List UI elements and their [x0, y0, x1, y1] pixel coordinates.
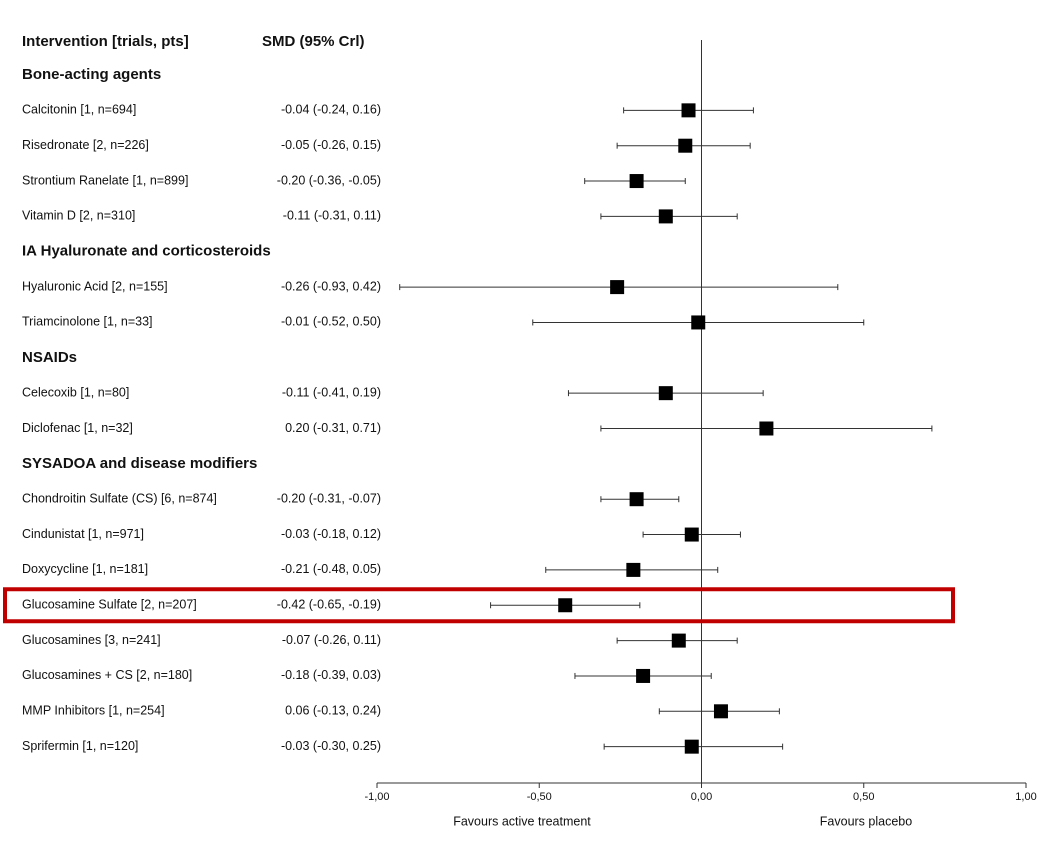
point-estimate	[684, 739, 699, 754]
value-label: -0.26 (-0.93, 0.42)	[281, 279, 381, 293]
point-estimate	[681, 103, 696, 118]
row-label: Hyaluronic Acid [2, n=155]	[22, 279, 168, 293]
point-estimate	[610, 280, 625, 295]
row-label: Celecoxib [1, n=80]	[22, 385, 129, 399]
row-label: Strontium Ranelate [1, n=899]	[22, 173, 188, 187]
row-label: Glucosamine Sulfate [2, n=207]	[22, 598, 197, 612]
x-label-left: Favours active treatment	[453, 814, 591, 828]
value-label: -0.03 (-0.30, 0.25)	[281, 739, 381, 753]
point-estimate	[713, 704, 728, 719]
row-label: Chondroitin Sulfate (CS) [6, n=874]	[22, 491, 217, 505]
row-label: Glucosamines [3, n=241]	[22, 633, 161, 647]
value-label: -0.42 (-0.65, -0.19)	[277, 598, 381, 612]
row-label: MMP Inhibitors [1, n=254]	[22, 704, 165, 718]
row-label: Calcitonin [1, n=694]	[22, 103, 136, 117]
point-estimate	[658, 386, 673, 401]
point-estimate	[759, 421, 774, 436]
group-header: NSAIDs	[22, 349, 77, 366]
row-label: Sprifermin [1, n=120]	[22, 739, 138, 753]
highlight-box	[3, 587, 955, 624]
row-label: Risedronate [2, n=226]	[22, 138, 149, 152]
point-estimate	[629, 492, 644, 507]
value-label: -0.01 (-0.52, 0.50)	[281, 315, 381, 329]
point-estimate	[671, 633, 686, 648]
value-label: -0.05 (-0.26, 0.15)	[281, 138, 381, 152]
x-tick-label: 0,50	[853, 791, 874, 803]
x-label-right: Favours placebo	[820, 814, 912, 828]
value-label: -0.11 (-0.31, 0.11)	[283, 209, 381, 223]
group-header: SYSADOA and disease modifiers	[22, 455, 257, 472]
value-label: -0.03 (-0.18, 0.12)	[281, 527, 381, 541]
row-label: Cindunistat [1, n=971]	[22, 527, 144, 541]
point-estimate	[636, 668, 651, 683]
point-estimate	[629, 174, 644, 189]
row-label: Triamcinolone [1, n=33]	[22, 315, 153, 329]
x-tick-label: 1,00	[1015, 791, 1036, 803]
point-estimate	[626, 562, 641, 577]
group-header: IA Hyaluronate and corticosteroids	[22, 243, 271, 260]
value-label: 0.06 (-0.13, 0.24)	[285, 704, 381, 718]
column-header: SMD (95% Crl)	[262, 33, 365, 50]
row-label: Glucosamines + CS [2, n=180]	[22, 668, 192, 682]
value-label: 0.20 (-0.31, 0.71)	[285, 421, 381, 435]
x-tick-label: -1,00	[364, 791, 389, 803]
value-label: -0.11 (-0.41, 0.19)	[282, 385, 381, 399]
group-header: Bone-acting agents	[22, 66, 161, 83]
point-estimate	[678, 138, 693, 153]
point-estimate	[691, 315, 706, 330]
row-label: Vitamin D [2, n=310]	[22, 209, 135, 223]
value-label: -0.07 (-0.26, 0.11)	[282, 633, 381, 647]
row-label: Diclofenac [1, n=32]	[22, 421, 133, 435]
point-estimate	[658, 209, 673, 224]
value-label: -0.20 (-0.36, -0.05)	[277, 173, 381, 187]
value-label: -0.21 (-0.48, 0.05)	[281, 562, 381, 576]
value-label: -0.18 (-0.39, 0.03)	[281, 668, 381, 682]
point-estimate	[684, 527, 699, 542]
point-estimate	[558, 598, 573, 613]
value-label: -0.20 (-0.31, -0.07)	[277, 491, 381, 505]
row-label: Doxycycline [1, n=181]	[22, 562, 148, 576]
x-tick-label: -0,50	[527, 791, 552, 803]
value-label: -0.04 (-0.24, 0.16)	[281, 103, 381, 117]
x-tick-label: 0,00	[691, 791, 712, 803]
column-header: Intervention [trials, pts]	[22, 33, 189, 50]
